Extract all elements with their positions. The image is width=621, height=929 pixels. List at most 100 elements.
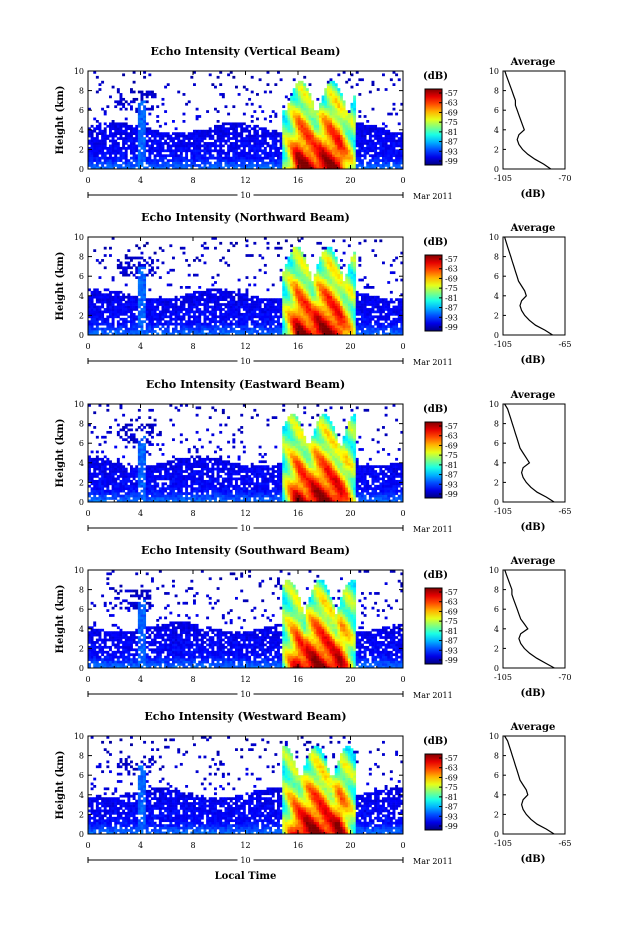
heatmap-cell <box>290 132 294 135</box>
heatmap-cell <box>321 149 325 153</box>
heatmap-cell <box>90 146 94 150</box>
heatmap-cell <box>132 317 136 321</box>
heatmap-cell <box>132 149 136 153</box>
heatmap-cell <box>219 320 223 324</box>
heatmap-cell <box>347 154 351 158</box>
heatmap-cell <box>295 85 299 89</box>
heatmap-cell <box>140 288 144 292</box>
heatmap-cell <box>332 107 336 111</box>
heatmap-cell <box>135 315 139 319</box>
heatmap-cell <box>313 288 317 292</box>
heatmap-cell <box>319 312 322 316</box>
heatmap-cell <box>237 164 241 167</box>
heatmap-cell <box>392 149 396 153</box>
heatmap-cell <box>137 286 141 289</box>
heatmap-cell <box>295 293 299 297</box>
heatmap-cell <box>143 132 147 135</box>
heatmap-cell <box>271 161 275 165</box>
heatmap-cell <box>122 132 126 135</box>
heatmap-cell <box>258 317 262 321</box>
heatmap-cell <box>119 164 123 167</box>
heatmap-cell <box>177 166 181 170</box>
heatmap-cell <box>164 303 168 306</box>
heatmap-cell <box>353 266 357 270</box>
heatmap-cell <box>156 164 160 167</box>
heatmap-cell <box>106 164 110 167</box>
heatmap-cell <box>366 124 370 128</box>
heatmap-cell <box>316 132 320 135</box>
x-tick-label: 20 <box>345 342 355 351</box>
heatmap-cell <box>214 308 217 311</box>
heatmap-cell <box>326 261 330 265</box>
heatmap-cell <box>206 325 210 328</box>
heatmap-cell <box>116 159 120 162</box>
heatmap-cell <box>374 127 378 131</box>
heatmap-cell <box>371 154 375 158</box>
heatmap-cell <box>198 166 202 170</box>
heatmap-cell <box>145 327 149 331</box>
heatmap-cell <box>214 281 217 284</box>
heatmap-cell <box>109 315 112 319</box>
heatmap-cell <box>290 137 294 140</box>
heatmap-cell <box>187 293 191 297</box>
heatmap-cell <box>321 100 325 104</box>
heatmap-cell <box>177 310 181 314</box>
heatmap-cell <box>334 256 338 260</box>
heatmap-cell <box>345 283 349 287</box>
heatmap-cell <box>224 303 228 306</box>
heatmap-cell <box>248 144 252 148</box>
heatmap-cell <box>300 322 304 326</box>
heatmap-cell <box>366 312 370 316</box>
heatmap-cell <box>397 144 401 148</box>
heatmap-cell <box>88 146 91 150</box>
heatmap-cell <box>298 97 301 101</box>
heatmap-cell <box>340 120 343 123</box>
heatmap-cell <box>324 278 328 282</box>
heatmap-cell <box>127 164 131 167</box>
heatmap-cell <box>174 305 178 309</box>
heatmap-cell <box>298 246 301 250</box>
heatmap-cell <box>395 325 399 328</box>
heatmap-cell <box>295 127 299 131</box>
heatmap-cell <box>106 146 110 150</box>
heatmap-cell <box>258 134 262 138</box>
heatmap-cell <box>313 142 317 145</box>
heatmap-cell <box>216 315 220 319</box>
heatmap-cell <box>143 298 147 301</box>
heatmap-cell <box>326 95 330 99</box>
heatmap-cell <box>295 139 299 143</box>
colorbar-label: (dB) <box>423 237 448 248</box>
heatmap-cell <box>326 112 330 116</box>
heatmap-cell <box>329 276 333 279</box>
heatmap-cell <box>321 156 325 160</box>
heatmap-cell <box>124 146 128 150</box>
heatmap-cell <box>295 305 299 309</box>
heatmap-cell <box>279 156 283 160</box>
heatmap-cell <box>392 310 396 314</box>
heatmap-cell <box>300 266 304 270</box>
heatmap-cell <box>221 290 225 294</box>
heatmap-cell <box>158 166 162 170</box>
heatmap-cell <box>303 256 307 260</box>
heatmap-cell <box>156 142 160 145</box>
heatmap-cell <box>111 303 115 306</box>
y-tick-label: 6 <box>79 272 84 281</box>
heatmap-cell <box>124 332 128 336</box>
heatmap-cell <box>319 325 322 328</box>
heatmap-cell <box>355 134 359 138</box>
heatmap-cell <box>132 156 136 160</box>
heatmap-cell <box>290 134 294 138</box>
heatmap-cell <box>308 283 312 287</box>
heatmap-cell <box>292 293 296 297</box>
heatmap-cell <box>103 137 107 140</box>
heatmap-cell <box>237 315 241 319</box>
heatmap-cell <box>342 310 346 314</box>
heatmap-cell <box>292 122 296 126</box>
heatmap-cell <box>342 100 346 104</box>
heatmap-cell <box>140 320 144 324</box>
heatmap-cell <box>340 144 343 148</box>
heatmap-cell <box>145 315 149 319</box>
heatmap-cell <box>111 132 115 135</box>
heatmap-cell <box>342 137 346 140</box>
profile-y-tick-label: 4 <box>494 126 499 135</box>
